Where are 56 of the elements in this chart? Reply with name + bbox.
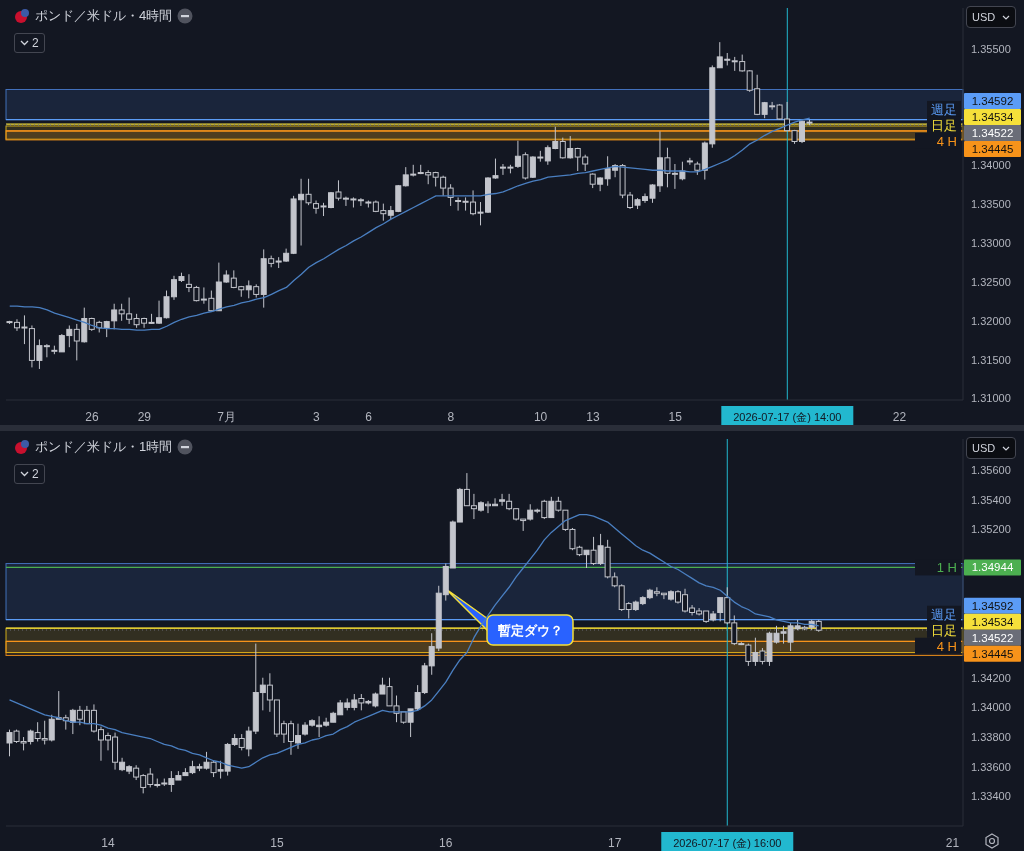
x-tick-label: 17 [608,836,622,850]
text: 1.34522 [971,126,1014,139]
ref-line-label: 日足 [931,622,957,638]
y-tick-label: 1.33400 [971,790,1011,803]
chart-title: ポンド／米ドル・4時間 [35,7,173,25]
y-tick-label: 1.33000 [971,237,1011,250]
ref-line-label: 週足 [931,101,957,117]
text: 1.34445 [971,142,1014,155]
y-tick-label: 1.34000 [971,159,1011,172]
text: 1.34534 [971,615,1014,628]
y-tick-label: 1.35400 [971,493,1011,506]
y-tick-label: 1.32500 [971,275,1011,288]
y-tick-label: 1.31500 [971,353,1011,366]
y-tick-label: 1.31000 [971,392,1011,405]
text: 1.34944 [971,561,1014,574]
text: 1.34592 [971,94,1014,107]
x-tick-label: 10 [533,410,548,424]
y-tick-label: 1.33800 [971,730,1011,743]
x-tick-label: 6 [365,410,373,424]
x-tick-label: 21 [945,836,960,850]
x-tick-label: 16 [439,836,453,850]
ref-line-label: 4 H [936,638,957,654]
ref-line-label: 1 H [936,560,957,576]
y-tick-label: 1.33500 [971,198,1011,211]
x-tick-label: 3 [312,410,320,424]
y-tick-label: 1.34000 [971,701,1011,714]
y-tick-label: 1.33600 [971,760,1011,773]
x-tick-label: 29 [137,410,152,424]
x-tick-label: 15 [668,410,683,424]
x-tick-label: 13 [586,410,600,424]
x-tick-label: 14 [101,836,116,850]
x-tick-label: 15 [270,836,284,850]
x-tick-label: 7月 [217,410,236,424]
y-tick-label: 1.32000 [971,314,1011,327]
annotation: 2 [32,467,39,481]
x-tick-label: 26 [85,410,99,424]
annotation: 暫定ダウ？ [497,623,563,638]
text: 1.34592 [971,599,1014,612]
text: 1.34522 [971,631,1014,644]
annotation: 2 [32,36,39,50]
text: 1.34445 [971,647,1014,660]
text: 1.34534 [971,110,1014,123]
y-tick-label: 1.35200 [971,523,1011,536]
y-tick-label: 1.35600 [971,464,1011,477]
y-tick-label: 1.35500 [971,43,1011,56]
x-tick-label: 2026-07-17 (金) 16:00 [673,837,782,849]
text: USD [972,442,996,454]
ref-line-label: 4 H [936,133,957,149]
ref-line-label: 日足 [931,117,957,133]
x-tick-label: 8 [447,410,455,424]
x-tick-label: 22 [892,410,907,424]
text: USD [972,11,996,23]
ref-line-label: 週足 [931,606,957,622]
y-tick-label: 1.34200 [971,671,1011,684]
chart-title: ポンド／米ドル・1時間 [35,438,173,456]
x-tick-label: 2026-07-17 (金) 14:00 [733,411,842,423]
